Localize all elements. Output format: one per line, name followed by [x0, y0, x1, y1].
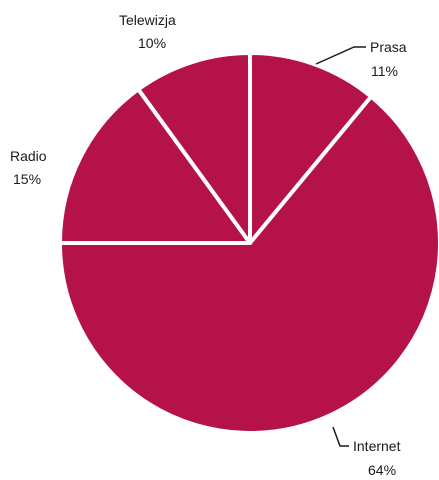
- slice-value-telewizja: 10%: [138, 35, 166, 51]
- slice-label-prasa: Prasa: [370, 39, 407, 55]
- pie-slices: [58, 51, 439, 435]
- slice-value-prasa: 11%: [371, 63, 398, 79]
- leader-line-prasa: [315, 46, 366, 65]
- pie-slice-internet: [58, 94, 439, 435]
- pie-slice-telewizja: [136, 51, 252, 245]
- pie-slice-prasa: [248, 51, 374, 245]
- slice-label-radio: Radio: [10, 148, 47, 164]
- slice-label-internet: Internet: [353, 438, 401, 454]
- slice-label-telewizja: Telewizja: [119, 12, 176, 28]
- slice-value-radio: 15%: [13, 171, 41, 187]
- slice-value-internet: 64%: [368, 462, 396, 478]
- pie-slice-radio: [58, 87, 252, 245]
- leader-line-internet: [332, 426, 349, 447]
